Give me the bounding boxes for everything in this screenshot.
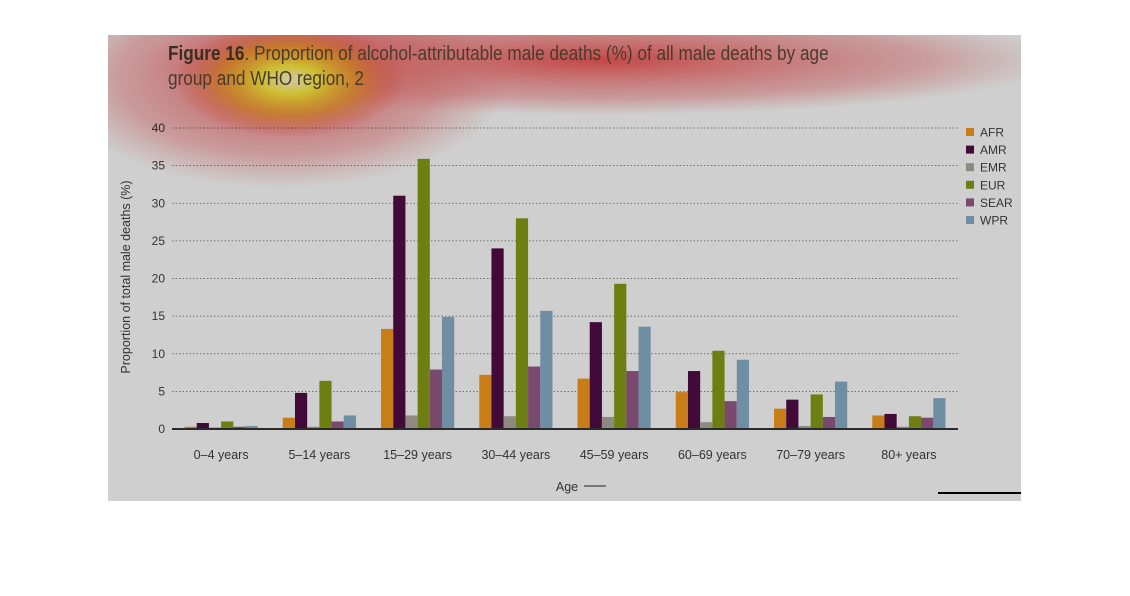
bar-afr [282,417,295,429]
figure-number: Figure 16 [168,43,245,65]
x-tick-label: 15–29 years [383,448,452,462]
bar-sear [626,371,639,429]
y-tick-label: 0 [158,422,165,436]
bar-afr [675,392,688,429]
bar-amr [786,399,799,429]
bar-afr [872,415,885,429]
legend-swatch-emr [966,163,974,172]
bar-amr [294,392,308,429]
bar-sear [921,417,934,429]
bar-wpr [933,398,946,429]
figure-title: Figure 16. Proportion of alcohol-attribu… [168,42,873,92]
y-tick-label: 5 [158,384,165,398]
figure-caption: . Proportion of alcohol-attributable mal… [168,43,829,90]
bar-wpr [442,316,455,429]
attention-heatmap-overlay [108,35,1021,188]
x-tick-label: 45–59 years [580,448,649,462]
x-tick-label: 80+ years [881,448,936,462]
bar-eur [712,350,725,429]
bar-amr [491,248,504,429]
bar-emr [798,425,811,429]
y-tick-label: 25 [152,234,166,248]
bar-eur [319,380,332,429]
legend-label: WPR [980,214,1008,228]
bar-emr [700,422,713,429]
footer-rule [938,492,1021,494]
bar-wpr [540,310,553,429]
y-tick-label: 15 [152,309,166,323]
bar-emr [503,416,516,429]
y-tick-label: 10 [152,347,166,361]
legend-label: AMR [980,143,1007,157]
bar-amr [393,195,406,429]
bar-afr [774,408,787,429]
bar-eur [908,416,922,429]
bar-emr [601,416,615,429]
legend-swatch-afr [966,128,974,136]
bar-amr [196,422,209,429]
bar-amr [687,371,701,429]
x-tick-label: 70–79 years [776,448,845,462]
bar-eur [417,158,430,430]
x-tick-label: 30–44 years [481,448,550,462]
bar-amr [884,413,897,429]
bar-afr [479,374,492,429]
x-tick-label: 0–4 years [194,448,249,462]
bar-wpr [245,425,258,429]
bar-emr [405,415,418,429]
legend: AFR AMR EMR EUR SEAR WPR [966,126,1013,228]
y-tick-label: 30 [152,196,166,210]
bar-eur [614,283,627,429]
bar-wpr [736,359,749,429]
bar-amr [589,322,602,429]
x-tick-labels: 0–4 years 5–14 years 15–29 years 30–44 year… [194,448,937,462]
bar-wpr [638,326,651,429]
legend-label: EMR [980,161,1007,175]
bar-afr [184,426,197,429]
legend-label: SEAR [980,196,1013,210]
legend-label: AFR [980,126,1004,140]
bar-emr [896,426,909,429]
bar-wpr [835,381,848,429]
y-axis-label: Proportion of total male deaths (%) [119,180,133,373]
legend-swatch-eur [966,180,974,189]
bars [184,158,946,430]
x-tick-label: 60–69 years [678,448,747,462]
bar-wpr [343,415,356,429]
bar-sear [233,426,246,429]
bar-sear [429,369,443,429]
bar-eur [515,218,529,429]
bar-eur [810,394,823,429]
legend-swatch-wpr [966,216,974,224]
legend-label: EUR [980,178,1006,192]
bar-afr [381,328,394,429]
x-axis-label: Age [556,480,578,494]
bar-sear [528,366,541,429]
y-tick-label: 20 [152,272,166,286]
legend-swatch-sear [966,198,974,207]
bar-sear [724,401,737,429]
bar-sear [331,421,344,429]
legend-swatch-amr [966,145,974,154]
bar-emr [307,426,320,429]
bar-afr [577,378,590,429]
bar-eur [221,421,234,429]
x-tick-label: 5–14 years [288,448,350,462]
bar-sear [822,416,836,429]
